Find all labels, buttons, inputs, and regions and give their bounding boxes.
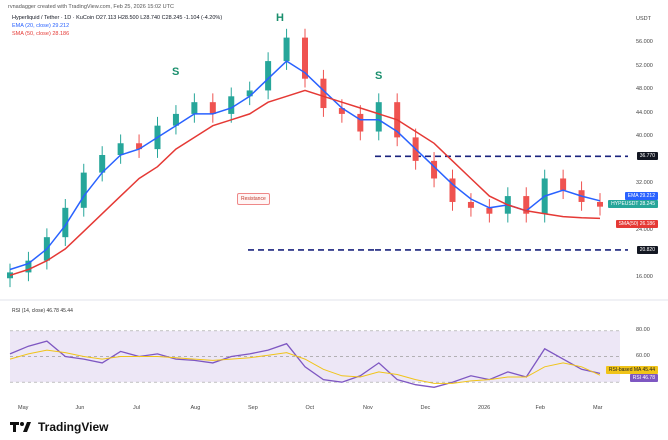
rsi-tick: 80.00 [636, 326, 650, 333]
tradingview-icon [10, 422, 31, 432]
candle-body-14 [265, 61, 272, 91]
x-axis-label: Jun [75, 405, 85, 411]
x-axis-label: Dec [420, 405, 431, 411]
price-tag-0: 36.770 [636, 152, 658, 161]
candle-body-20 [375, 102, 382, 132]
x-axis-label: Jul [133, 405, 141, 411]
price-tag-4: 20.820 [636, 245, 658, 254]
candle-body-4 [80, 172, 87, 208]
rsi-tag-0: RSI-based MA 45.44 [605, 366, 658, 375]
candle-body-23 [431, 160, 438, 179]
price-tick: 16.000 [636, 274, 653, 281]
x-axis-label: Sep [248, 405, 258, 411]
price-tick: 56.000 [636, 39, 653, 46]
candle-body-32 [597, 201, 603, 207]
price-tag-1: EMA 29.212 [624, 192, 658, 201]
sma-line [9, 89, 601, 277]
right-shoulder-label: S [375, 70, 383, 82]
price-tag-2: HYPEUSDT 28.245 [608, 200, 658, 209]
price-tick: 52.000 [636, 62, 653, 69]
candle-body-1 [25, 260, 32, 273]
candle-body-9 [172, 113, 179, 126]
price-tick: 48.000 [636, 86, 653, 93]
rsi-tag-1: RSI 46.78 [629, 374, 658, 383]
rsi-legend: RSI (14, close) 46.78 45.44 [12, 308, 73, 314]
candle-body-6 [117, 143, 124, 155]
rsi-line [9, 340, 601, 388]
left-shoulder-label: S [172, 66, 180, 78]
candle-body-24 [449, 178, 456, 202]
candle-body-7 [136, 143, 143, 150]
ema-line [9, 60, 601, 271]
rsi-tick: 60.00 [636, 352, 650, 359]
candle-body-28 [523, 196, 530, 214]
candle-body-13 [246, 90, 253, 97]
candle-body-11 [209, 102, 216, 114]
x-axis-label: Aug [190, 405, 201, 411]
chart-credit: rvnadagger created with TradingView.com,… [8, 4, 174, 10]
candle-body-26 [486, 207, 493, 214]
candle-body-3 [62, 207, 69, 238]
symbol-line: Hyperliquid / Tether · 1D · KuCoin O27.1… [12, 15, 223, 21]
tradingview-logo[interactable]: TradingView [10, 420, 108, 434]
candle-body-5 [99, 155, 106, 173]
sma-legend: SMA (50, close) 28.186 [12, 31, 70, 37]
price-tick: 32.000 [636, 180, 653, 187]
candle-body-16 [302, 37, 308, 79]
candle-body-10 [191, 102, 198, 114]
candle-body-30 [560, 178, 567, 191]
brand-name: TradingView [38, 420, 109, 434]
resistance-annotation: Resistance [237, 193, 270, 205]
candle-body-12 [228, 96, 235, 114]
candle-body-25 [467, 201, 474, 208]
candle-body-19 [357, 113, 364, 132]
candle-body-0 [7, 272, 13, 279]
price-tick: 24.000 [636, 227, 653, 234]
candle-body-17 [320, 78, 327, 109]
currency-label: USDT [636, 16, 651, 22]
x-axis-label: Feb [535, 405, 545, 411]
head-label: H [276, 12, 284, 24]
x-axis-label: Nov [363, 405, 373, 411]
ema-legend: EMA (20, close) 29.212 [12, 23, 70, 29]
rsi-ma-line [9, 349, 601, 384]
x-axis-label: 2026 [478, 405, 491, 411]
x-axis-label: Mar [593, 405, 603, 411]
price-tick: 40.000 [636, 133, 653, 140]
price-tick: 44.000 [636, 109, 653, 116]
x-axis-label: Oct [305, 405, 315, 411]
candle-body-15 [283, 37, 290, 62]
candle-body-18 [338, 108, 345, 114]
price-tag-3: SMA(50) 26.186 [615, 220, 658, 229]
x-axis-label: May [18, 405, 29, 411]
